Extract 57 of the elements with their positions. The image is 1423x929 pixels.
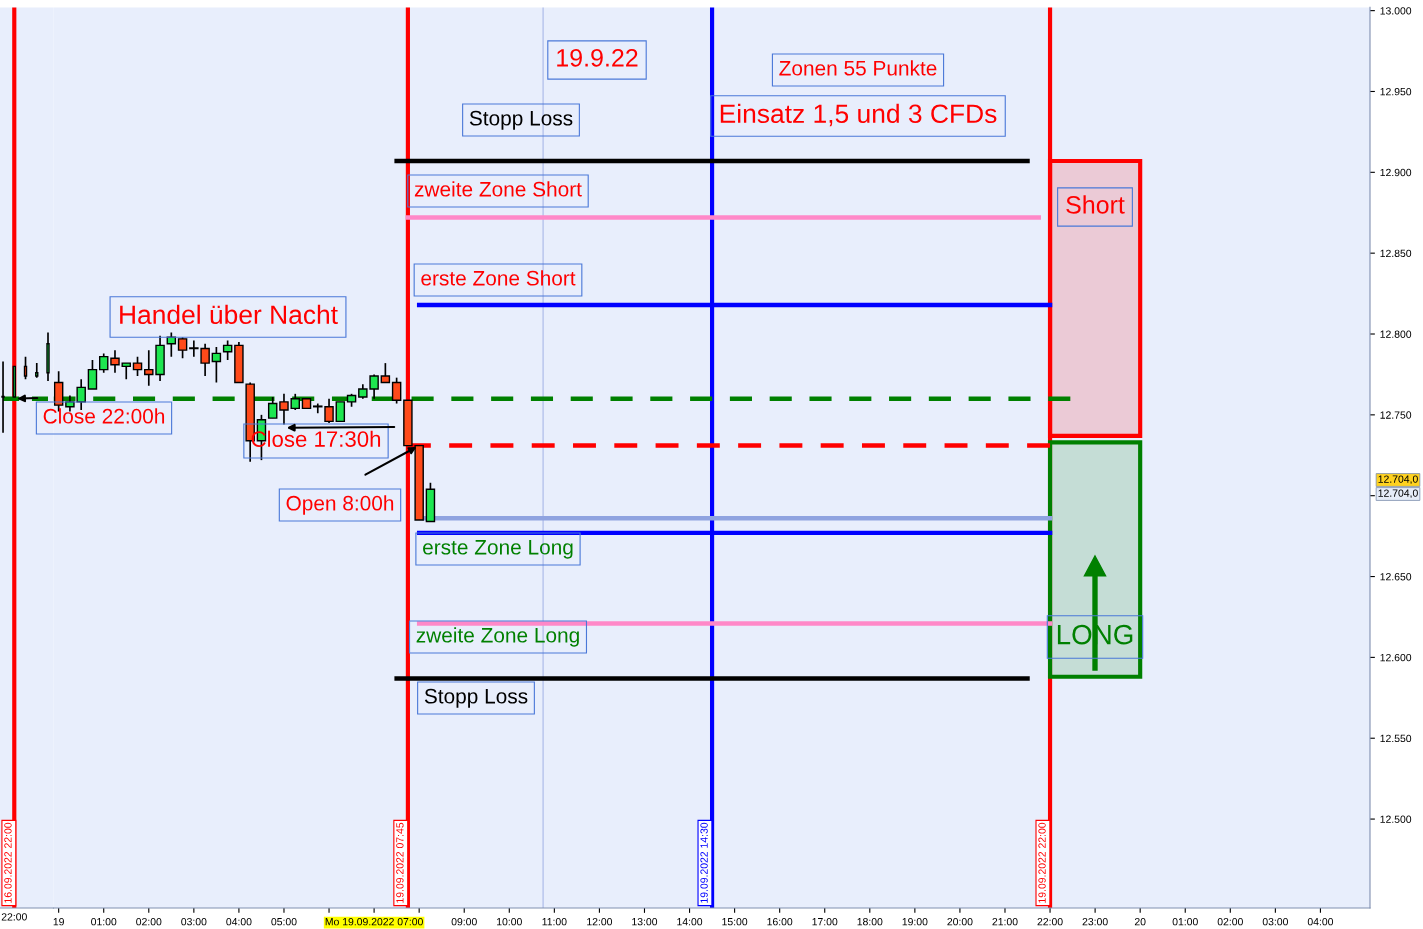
ref-line-label: 16.09.2022 22:00	[4, 822, 12, 903]
x-tick-label: 19	[53, 918, 64, 926]
y-tick-label: 12.500	[1380, 815, 1412, 823]
x-tick-label: 02:00	[1217, 918, 1243, 926]
annotation: 19.9.22	[557, 49, 638, 67]
ref-line-label: 19.09.2022 22:00	[1038, 822, 1046, 903]
annotation: Close 22:00h	[43, 408, 165, 424]
y-tick-label: 13.000	[1380, 7, 1412, 15]
x-tick-label: 02:00	[136, 918, 162, 926]
x-tick-label: 15:00	[722, 918, 748, 926]
annotation: Stopp Loss	[424, 688, 528, 708]
y-tick-label: 12.550	[1380, 734, 1412, 743]
x-tick-label: 11:00	[542, 918, 567, 926]
y-tick-label: 12.900	[1380, 168, 1412, 177]
annotation: zweite Zone Long	[416, 627, 579, 647]
x-tick-label: 01:00	[1172, 918, 1198, 926]
text: 12.704,0	[1378, 489, 1418, 499]
x-tick-label: 04:00	[226, 918, 252, 926]
text: 12.704,0	[1378, 475, 1418, 485]
x-tick-label: 21:00	[992, 918, 1018, 926]
x-tick-label: 19:00	[902, 918, 928, 926]
y-tick-label: 12.800	[1380, 330, 1412, 338]
annotation: erste Zone Long	[423, 540, 573, 559]
x-tick-label: 22:00	[1, 913, 27, 921]
y-tick-label: 12.850	[1380, 249, 1412, 258]
x-tick-label: Mo 19.09.2022 07:00	[325, 918, 423, 926]
ref-line-label: 19.09.2022 14:30	[700, 822, 708, 903]
x-tick-label: 20	[1134, 918, 1146, 926]
annotation: Handel über Nacht	[120, 304, 338, 325]
x-tick-label: 13:00	[632, 918, 658, 926]
x-tick-label: 16:00	[767, 918, 793, 926]
x-tick-label: 05:00	[271, 918, 297, 926]
x-tick-label: 01:00	[91, 918, 117, 926]
annotation: Einsatz 1,5 und 3 CFDs	[720, 103, 997, 127]
annotation: Short	[1066, 195, 1125, 214]
annotation: Stopp Loss	[469, 110, 573, 130]
y-tick-label: 12.650	[1380, 573, 1412, 581]
x-tick-label: 20:00	[947, 918, 973, 926]
x-tick-label: 10:00	[497, 918, 522, 926]
x-tick-label: 14:00	[677, 918, 703, 926]
x-tick-label: 17:00	[812, 918, 838, 926]
x-tick-label: 23:00	[1082, 918, 1108, 926]
annotation: Open 8:00h	[286, 495, 394, 515]
x-tick-label: 09:00	[451, 918, 477, 926]
y-tick-label: 12.600	[1380, 653, 1412, 662]
annotation: Zonen 55 Punkte	[779, 60, 937, 76]
x-tick-label: 12:00	[587, 918, 613, 926]
y-tick-label: 12.750	[1380, 411, 1412, 419]
x-tick-label: 22:00	[1037, 918, 1063, 926]
y-tick-label: 12.950	[1380, 87, 1412, 96]
x-tick-label: 18:00	[857, 918, 883, 926]
annotation: erste Zone Short	[421, 270, 576, 286]
x-tick-label: 03:00	[181, 918, 207, 926]
ref-line-label: 19.09.2022 07:45	[396, 822, 404, 903]
x-tick-label: 03:00	[1262, 918, 1288, 926]
annotation: zweite Zone Short	[414, 181, 582, 197]
x-tick-label: 04:00	[1307, 918, 1334, 926]
